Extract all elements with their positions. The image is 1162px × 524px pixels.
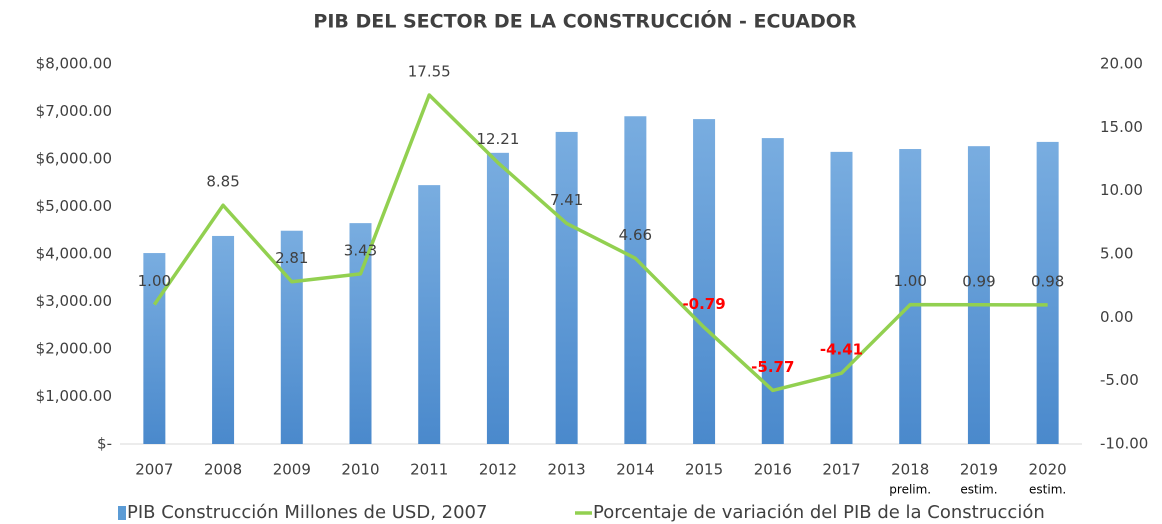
x-tick-label: 2017 (822, 461, 860, 479)
y2-tick-label: 15.00 (1100, 118, 1143, 136)
x-tick-label: 2007 (135, 461, 173, 479)
bar (555, 131, 578, 445)
x-tick-label: 2013 (548, 461, 586, 479)
data-label: 2.81 (275, 249, 308, 267)
x-tick-label: 2015 (685, 461, 723, 479)
data-label: -0.79 (682, 295, 725, 313)
legend-label: Porcentaje de variación del PIB de la Co… (593, 502, 1045, 523)
y-tick-label: $4,000.00 (36, 245, 112, 263)
bar (899, 149, 922, 444)
data-label: 3.43 (344, 241, 377, 259)
data-label: 12.21 (476, 130, 519, 148)
x-tick-label: 2009 (273, 461, 311, 479)
y-tick-label: $7,000.00 (36, 102, 112, 120)
bar (349, 223, 372, 444)
data-label: 7.41 (550, 191, 583, 209)
y2-tick-label: 10.00 (1100, 181, 1143, 199)
x-tick-label: 2008 (204, 461, 242, 479)
x-tick-label: 2010 (341, 461, 379, 479)
bar (830, 151, 853, 444)
y-tick-label: $2,000.00 (36, 340, 112, 358)
legend-label: PIB Construcción Millones de USD, 2007 (127, 502, 487, 523)
y-tick-label: $- (97, 435, 112, 453)
y-tick-label: $6,000.00 (36, 150, 112, 168)
data-label: -5.77 (751, 358, 794, 376)
bar (418, 185, 441, 444)
y2-tick-label: 0.00 (1100, 308, 1133, 326)
x-tick-note: estim. (1029, 483, 1066, 497)
data-label: 8.85 (206, 173, 239, 191)
bar (143, 253, 166, 444)
bar (280, 230, 303, 444)
data-label: 17.55 (408, 63, 451, 81)
line (152, 93, 1048, 393)
x-tick-label: 2012 (479, 461, 517, 479)
x-tick-label: 2011 (410, 461, 448, 479)
x-tick-label: 2018 (891, 461, 929, 479)
x-tick-label: 2019 (960, 461, 998, 479)
data-label: 1.00 (138, 272, 171, 290)
data-label: 4.66 (619, 226, 652, 244)
data-label: 1.00 (894, 272, 927, 290)
bar (486, 152, 509, 444)
y2-tick-label: -10.00 (1100, 435, 1148, 453)
x-tick-label: 2016 (754, 461, 792, 479)
bar (1036, 141, 1059, 444)
bar (624, 116, 647, 444)
chart-title: PIB DEL SECTOR DE LA CONSTRUCCIÓN - ECUA… (313, 9, 857, 33)
y2-tick-label: 5.00 (1100, 245, 1133, 263)
data-label: 0.99 (962, 272, 995, 290)
y-tick-label: $5,000.00 (36, 197, 112, 215)
x-tick-note: prelim. (889, 483, 931, 497)
x-tick-note: estim. (960, 483, 997, 497)
bar (761, 138, 784, 444)
bar (693, 119, 716, 444)
y2-tick-label: -5.00 (1100, 371, 1139, 389)
y-tick-label: $8,000.00 (36, 55, 112, 73)
bar (967, 146, 990, 445)
x-tick-label: 2014 (616, 461, 654, 479)
legend-swatch (118, 506, 126, 520)
y2-tick-label: 20.00 (1100, 55, 1143, 73)
data-label: 0.98 (1031, 272, 1064, 290)
y-tick-label: $1,000.00 (36, 387, 112, 405)
bar (212, 235, 235, 444)
data-label: -4.41 (820, 341, 863, 359)
x-tick-label: 2020 (1029, 461, 1067, 479)
y-tick-label: $3,000.00 (36, 292, 112, 310)
